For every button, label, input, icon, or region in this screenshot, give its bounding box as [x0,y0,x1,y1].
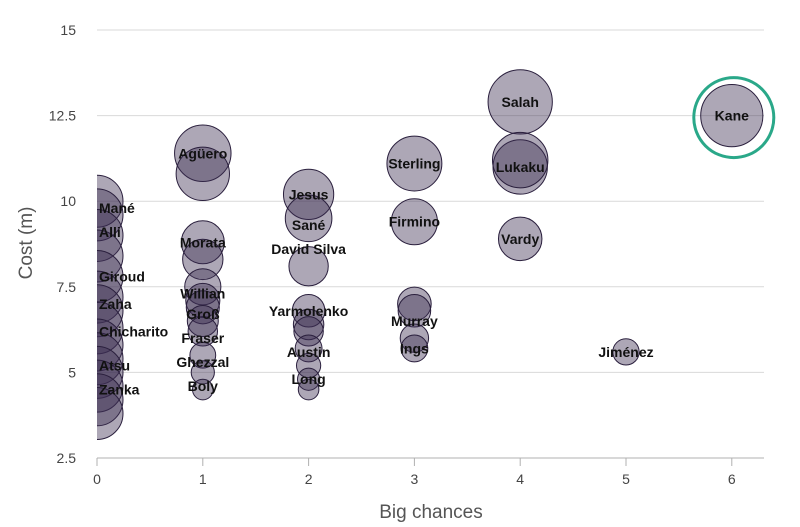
bubble[interactable] [187,316,219,347]
point-label: Chicharito [99,323,168,339]
bubble[interactable] [497,216,543,262]
point-label: Ings [400,340,429,356]
highlight-ring [692,76,776,160]
point-label: Zaha [99,296,132,312]
point-label: Jesus [289,186,329,202]
point-label: Alli [99,224,121,240]
point-label: Firmino [389,214,440,230]
bubble[interactable] [612,338,640,366]
bubble[interactable] [390,198,438,246]
bubble[interactable] [284,194,333,243]
point-label: Murray [391,313,438,329]
bubble[interactable] [71,284,124,338]
bubble[interactable] [185,282,221,319]
point-label: Boly [188,378,219,394]
point-label: Long [291,371,325,387]
bubble[interactable] [190,360,215,385]
bubble[interactable] [175,146,230,201]
bubble[interactable] [180,220,225,265]
point-label: Sané [292,217,326,233]
highlight-layer [692,76,776,160]
bubble[interactable] [397,286,432,322]
bubble[interactable] [71,386,124,440]
point-label: Lukaku [496,159,545,175]
y-tick-label: 2.5 [57,450,77,466]
x-axis-title: Big chances [379,502,483,523]
point-label: Kane [715,108,749,124]
point-label: Agüero [178,145,227,161]
bubble[interactable] [491,131,549,189]
bubble-layer [71,69,764,440]
x-axis-ticks: 0 1 2 3 4 5 6 [93,457,764,487]
bubble[interactable] [297,378,320,401]
bubble[interactable] [292,308,325,341]
y-tick-label: 5 [68,364,76,380]
bubble[interactable] [400,334,429,363]
y-tick-label: 7.5 [57,279,77,295]
point-label: Willian [180,286,225,302]
bubble[interactable] [71,174,124,228]
bubble[interactable] [399,323,430,353]
point-label: Salah [502,94,539,110]
bubble[interactable] [71,318,124,372]
point-label: Fraser [181,330,224,346]
bubble[interactable] [288,246,329,287]
bubble[interactable] [71,359,124,413]
point-label: Austin [287,344,331,360]
bubble[interactable] [71,345,124,399]
point-label: Zanka [99,382,140,398]
bubble[interactable] [185,290,220,325]
x-tick-label: 4 [516,471,524,487]
bubble[interactable] [71,332,124,386]
bubble[interactable] [186,305,219,338]
bubble[interactable] [174,124,232,183]
x-tick-label: 1 [199,471,207,487]
y-tick-label: 15 [60,22,76,38]
bubble[interactable] [295,352,322,379]
point-label: Ghezzal [176,354,229,370]
bubble[interactable] [386,135,443,192]
y-tick-label: 12.5 [49,108,76,124]
bubble[interactable] [192,378,214,401]
x-tick-label: 5 [622,471,630,487]
bubble[interactable] [189,341,217,369]
y-axis-ticks: 2.5 5 7.5 10 12.5 15 [49,22,76,466]
point-label: Atsu [99,358,130,374]
point-label: Morata [180,234,226,250]
x-tick-label: 6 [728,471,736,487]
bubble[interactable] [282,168,335,220]
point-label: Jiménez [598,344,653,360]
bubble[interactable] [71,229,124,283]
bubble[interactable] [182,238,224,281]
bubble[interactable] [293,316,324,347]
point-label: Mané [99,200,135,216]
x-tick-label: 0 [93,471,101,487]
bubble[interactable] [71,188,124,242]
point-label: David Silva [271,241,346,257]
label-layer: Salah Kane Agüero Sterling Lukaku Jesus Mané Fi… [99,94,749,398]
y-axis-title: Cost (m) [16,207,37,280]
bubble[interactable] [71,208,124,262]
bubble[interactable] [71,250,124,304]
bubble[interactable] [397,293,432,328]
y-tick-label: 10 [60,193,76,209]
x-tick-label: 2 [305,471,313,487]
point-label: Sterling [388,156,440,172]
x-tick-label: 3 [411,471,419,487]
bubble[interactable] [700,84,764,148]
bubble[interactable] [487,69,553,135]
point-label: Giroud [99,269,145,285]
bubble[interactable] [71,373,124,427]
point-label: Groß [186,306,220,322]
point-label: Vardy [501,231,539,247]
bubble[interactable] [184,268,222,306]
point-label: Yarmolenko [269,303,348,319]
